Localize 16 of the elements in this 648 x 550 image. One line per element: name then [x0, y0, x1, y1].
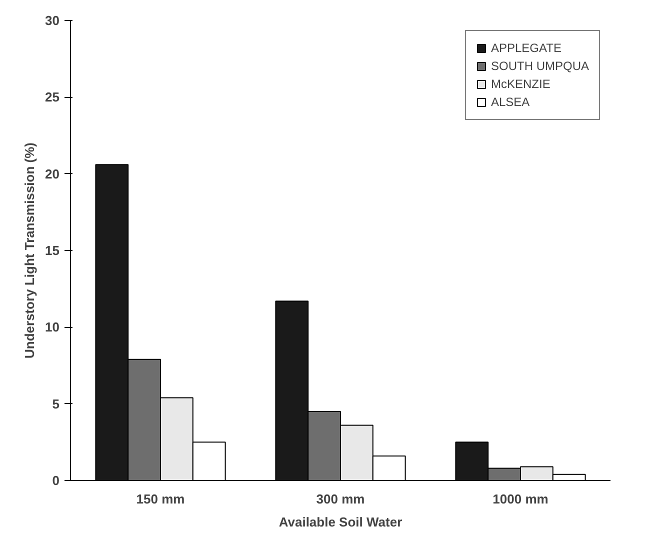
y-axis-title: Understory Light Transmission (%) [22, 142, 38, 358]
y-tick-label: 30 [45, 13, 60, 28]
y-tick-label: 5 [52, 396, 60, 412]
legend-label: SOUTH UMPQUA [490, 59, 589, 73]
x-tick-label: 1000 mm [492, 492, 548, 506]
y-tick-label: 10 [45, 320, 60, 335]
y-tick-label: 20 [45, 166, 60, 182]
legend-label: McKENZIE [490, 77, 550, 91]
x-tick-label: 150 mm [136, 492, 185, 506]
legend-label: ALSEA [490, 95, 530, 109]
x-tick-label: 300 mm [316, 492, 365, 506]
y-tick-label: 0 [52, 473, 60, 488]
y-tick-label: 15 [45, 243, 60, 258]
x-axis-title: Available Soil Water [278, 514, 402, 530]
legend-label: APPLEGATE [490, 41, 562, 55]
y-tick-label: 25 [45, 90, 60, 105]
